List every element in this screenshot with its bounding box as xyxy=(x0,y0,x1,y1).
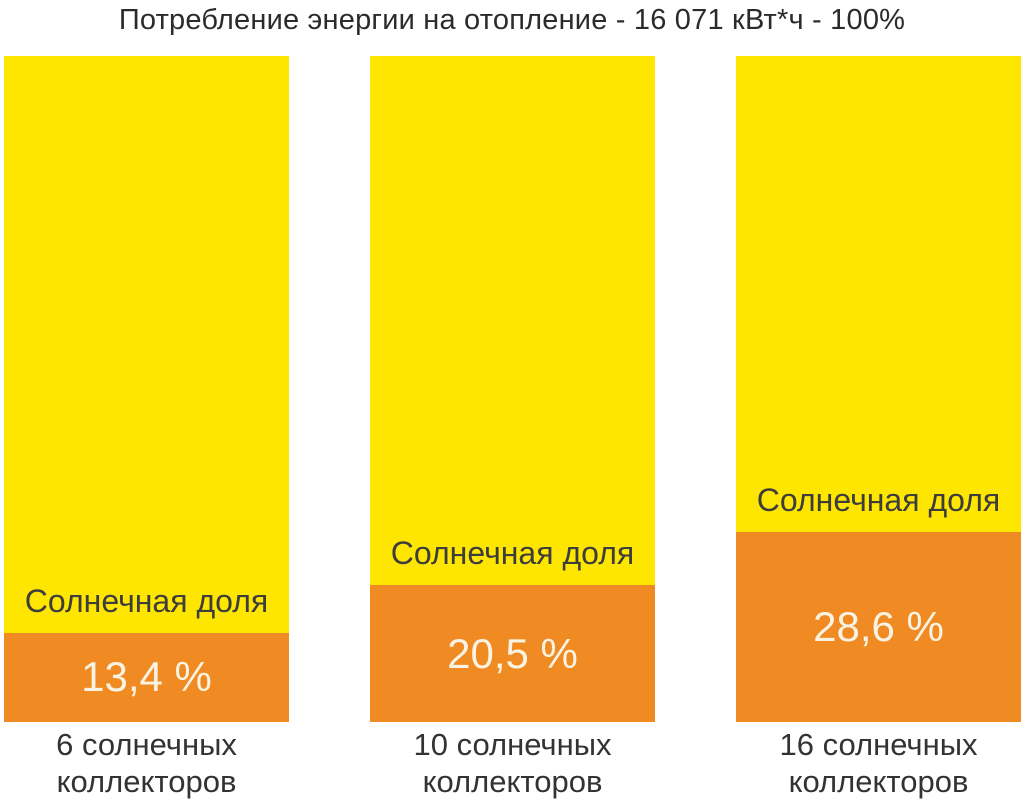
solar-share-label: Солнечная доля xyxy=(24,582,269,619)
bar-caption-10-collectors: 10 солнечных коллекторов xyxy=(413,727,612,799)
bar-caption-6-collectors: 6 солнечных коллекторов xyxy=(56,727,237,799)
bar-column-16-collectors: Солнечная доля 28,6 % 16 солнечных колле… xyxy=(736,56,1021,800)
solar-percent-value: 13,4 % xyxy=(81,653,212,701)
solar-percent-value: 28,6 % xyxy=(813,602,944,650)
bar-column-6-collectors: Солнечная доля 13,4 % 6 солнечных коллек… xyxy=(4,56,289,800)
bar-segment-solar-share: 20,5 % xyxy=(370,585,655,722)
bar-10-collectors: Солнечная доля 20,5 % xyxy=(370,56,655,722)
solar-share-label: Солнечная доля xyxy=(756,481,1001,518)
bar-segment-total-consumption: Солнечная доля xyxy=(736,56,1021,532)
chart-title: Потребление энергии на отопление - 16 07… xyxy=(118,4,906,36)
bars-row: Солнечная доля 13,4 % 6 солнечных коллек… xyxy=(0,56,1024,800)
bar-column-10-collectors: Солнечная доля 20,5 % 10 солнечных колле… xyxy=(370,56,655,800)
solar-percent-value: 20,5 % xyxy=(447,629,578,677)
solar-share-label: Солнечная доля xyxy=(390,535,635,572)
bar-segment-total-consumption: Солнечная доля xyxy=(4,56,289,633)
bar-16-collectors: Солнечная доля 28,6 % xyxy=(736,56,1021,722)
bar-segment-solar-share: 13,4 % xyxy=(4,632,289,722)
bar-caption-16-collectors: 16 солнечных коллекторов xyxy=(779,727,978,799)
bar-segment-solar-share: 28,6 % xyxy=(736,531,1021,722)
bar-6-collectors: Солнечная доля 13,4 % xyxy=(4,56,289,722)
bar-segment-total-consumption: Солнечная доля xyxy=(370,56,655,586)
